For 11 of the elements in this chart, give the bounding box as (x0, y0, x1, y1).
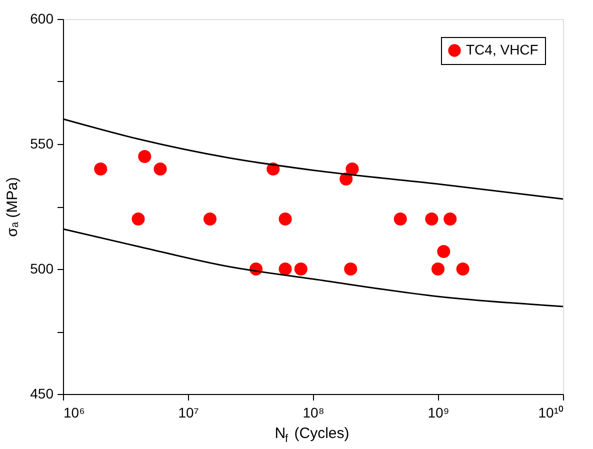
x-tick-label: 10⁹ (428, 404, 450, 420)
x-tick-label: 10⁸ (302, 404, 324, 420)
y-tick-label: 450 (30, 386, 54, 402)
y-axis-title: σₐ (MPa) (4, 177, 22, 237)
y-tick-label: 500 (30, 260, 54, 276)
x-tick-label: 10¹⁰ (538, 404, 564, 420)
x-tick-label: 10⁷ (178, 404, 199, 420)
legend-label: TC4, VHCF (466, 42, 538, 58)
x-tick-label: 10⁶ (64, 404, 85, 420)
y-tick-label: 550 (30, 136, 54, 152)
y-tick-label: 600 (30, 10, 54, 26)
